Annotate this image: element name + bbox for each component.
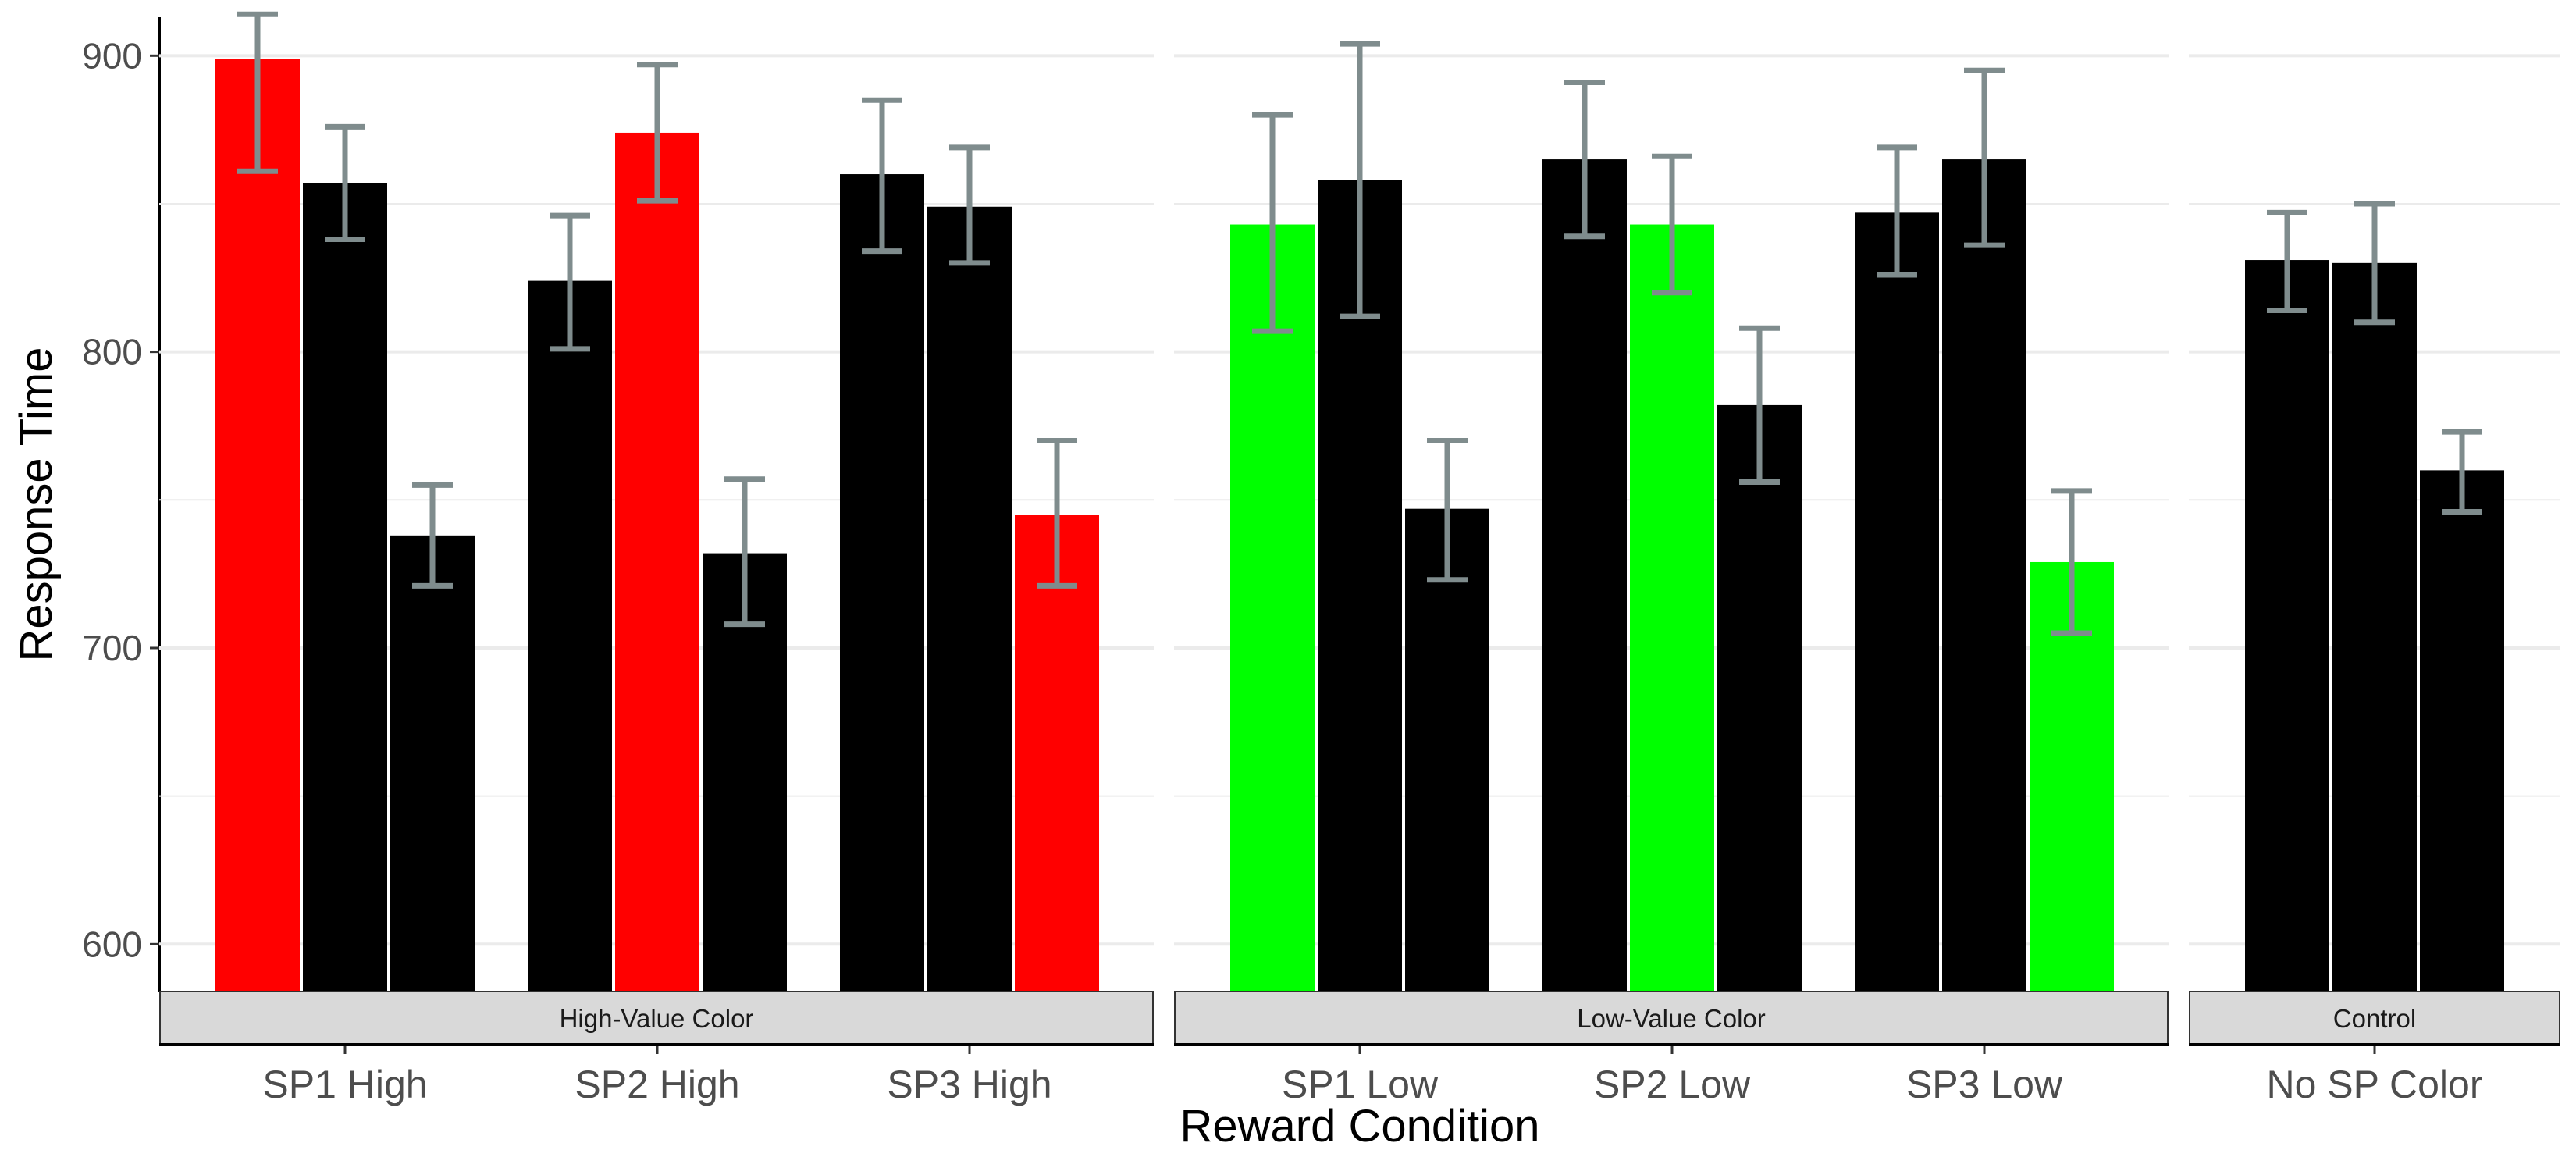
facet-strip-label: Low-Value Color <box>1577 1004 1766 1033</box>
bar-green <box>1230 224 1315 992</box>
y-axis-title: Response Time <box>11 347 62 662</box>
bar-red <box>1015 515 1099 992</box>
x-tick-label: SP1 High <box>262 1063 427 1106</box>
bar-black <box>2332 262 2417 992</box>
bar-red <box>215 59 300 992</box>
bar-black <box>1717 404 1802 992</box>
bar-black <box>1855 212 1939 992</box>
x-tick-label: No SP Color <box>2267 1063 2483 1106</box>
bar-black <box>1942 159 2026 992</box>
y-tick-label: 900 <box>82 35 142 76</box>
x-tick-label: SP1 Low <box>1282 1063 1439 1106</box>
y-tick-label: 800 <box>82 332 142 372</box>
bar-black <box>1542 159 1627 992</box>
y-tick-label: 700 <box>82 628 142 668</box>
facet-strip-label: High-Value Color <box>560 1004 754 1033</box>
bar-green <box>1630 224 1714 992</box>
facet-strip <box>2189 991 2560 1045</box>
bar-black <box>840 174 924 992</box>
bar-red <box>615 132 699 992</box>
bar-black <box>2420 470 2504 992</box>
facet-strip-label: Control <box>2333 1004 2416 1033</box>
x-tick-label: SP3 High <box>887 1063 1051 1106</box>
facet-strip <box>159 991 1154 1045</box>
x-tick-label: SP3 Low <box>1906 1063 2063 1106</box>
bar-black <box>927 206 1012 992</box>
y-tick-label: 600 <box>82 924 142 964</box>
bar-black <box>303 183 387 992</box>
x-tick-label: SP2 High <box>575 1063 739 1106</box>
bar-black <box>528 280 612 992</box>
bar-black <box>1405 508 1489 992</box>
bar-black <box>390 535 475 992</box>
x-tick-label: SP2 Low <box>1594 1063 1751 1106</box>
bar-black <box>2245 260 2329 992</box>
x-axis-title: Reward Condition <box>1179 1101 1539 1152</box>
facet-strip <box>1174 991 2169 1045</box>
